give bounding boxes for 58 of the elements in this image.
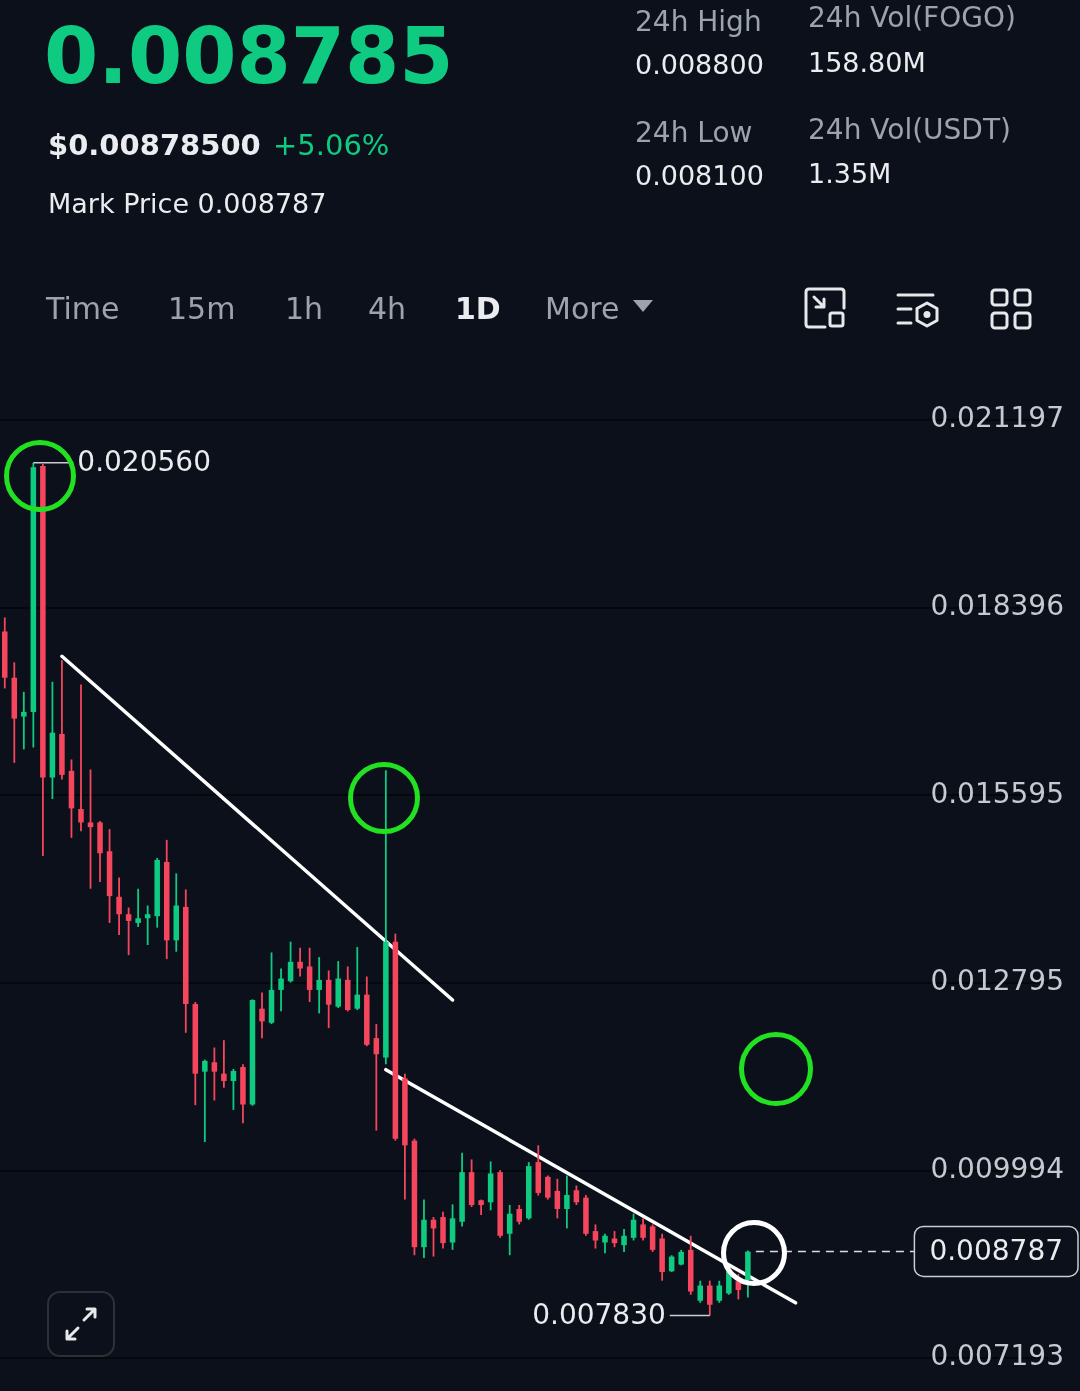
text: 1D bbox=[455, 290, 501, 327]
y-tick-label: 0.021197 bbox=[930, 401, 1064, 435]
candlestick bbox=[506, 1204, 513, 1257]
candlestick bbox=[259, 991, 265, 1040]
text: 15m bbox=[168, 290, 236, 327]
candlestick bbox=[573, 1184, 580, 1206]
candlestick bbox=[630, 1212, 637, 1242]
text: Mark Price 0.008787 bbox=[48, 188, 327, 220]
candlestick bbox=[602, 1232, 608, 1255]
candlestick bbox=[144, 904, 151, 946]
text: 24h Vol(FOGO) bbox=[808, 0, 1016, 35]
text: 24h High bbox=[635, 4, 762, 39]
candlestick bbox=[373, 1023, 380, 1132]
text: 158.80M bbox=[808, 47, 926, 79]
candlestick bbox=[297, 946, 303, 978]
candlestick bbox=[649, 1223, 656, 1253]
candlestick bbox=[21, 690, 27, 751]
candlestick bbox=[221, 1039, 227, 1089]
ref-line-label: 0.008787 bbox=[929, 1233, 1063, 1267]
candlestick bbox=[354, 946, 361, 1011]
candlestick bbox=[554, 1177, 561, 1220]
text: 1h bbox=[285, 290, 324, 327]
candlestick bbox=[697, 1279, 704, 1304]
candlestick bbox=[707, 1279, 713, 1317]
candlestick bbox=[87, 768, 94, 890]
text: 0.008800 bbox=[635, 49, 764, 81]
text: 24h Vol(USDT) bbox=[808, 112, 1011, 147]
text: 1.35M bbox=[808, 158, 892, 190]
candlestick bbox=[316, 956, 322, 1015]
candlestick bbox=[545, 1174, 551, 1201]
y-tick-label: 0.018396 bbox=[930, 588, 1064, 622]
candlestick bbox=[278, 967, 284, 1013]
annotation: 0.020560 bbox=[77, 444, 211, 478]
candlestick bbox=[116, 876, 122, 936]
y-tick-label: 0.009994 bbox=[930, 1151, 1064, 1185]
annotation: 0.007830 bbox=[532, 1297, 666, 1331]
candlestick bbox=[125, 906, 132, 956]
candlestick bbox=[716, 1279, 723, 1304]
text: More bbox=[545, 290, 620, 327]
y-tick-label: 0.015595 bbox=[930, 776, 1064, 810]
candlestick bbox=[135, 887, 141, 928]
text: 4h bbox=[368, 290, 407, 327]
y-tick-label: 0.007193 bbox=[930, 1339, 1064, 1373]
text: +5.06% bbox=[273, 128, 390, 163]
text: 0.008100 bbox=[635, 160, 764, 192]
candlestick bbox=[202, 1058, 208, 1143]
candlestick bbox=[306, 946, 313, 1003]
text: $0.00878500 bbox=[48, 128, 261, 163]
y-tick-label: 0.012795 bbox=[930, 964, 1064, 998]
chart-title: 0.008785 bbox=[44, 11, 454, 102]
text: 24h Low bbox=[635, 115, 753, 150]
text: Time bbox=[46, 290, 120, 327]
candlestick bbox=[640, 1217, 646, 1242]
candlestick bbox=[564, 1174, 570, 1230]
candlestick bbox=[516, 1204, 522, 1226]
candlestick bbox=[621, 1228, 627, 1253]
candlestick bbox=[78, 683, 84, 833]
candlestick bbox=[211, 1046, 218, 1102]
